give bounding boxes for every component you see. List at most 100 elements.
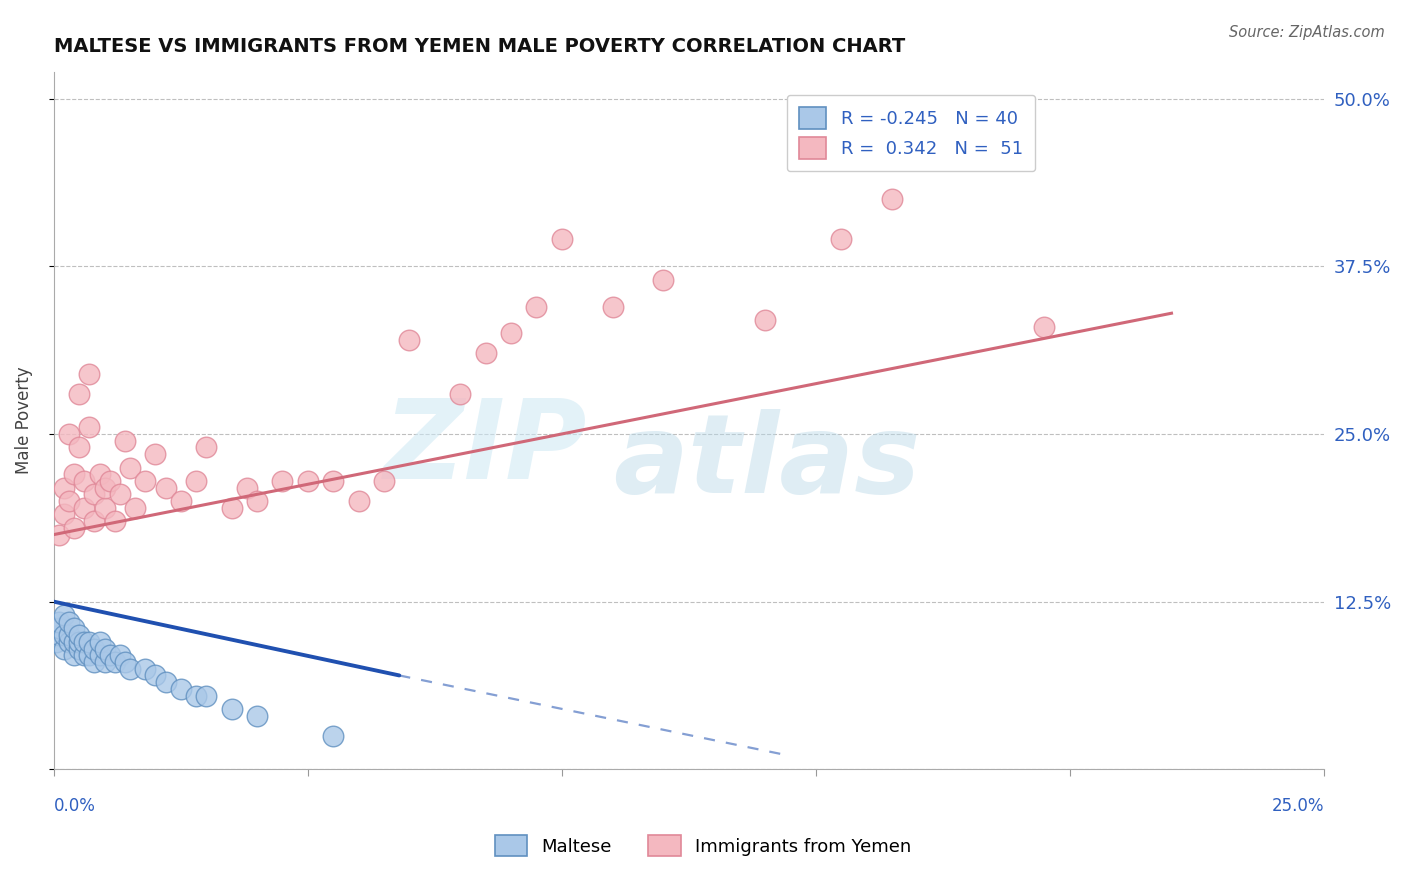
Point: [134, 662, 156, 676]
Point: [58, 628, 80, 642]
Point: [221, 500, 243, 515]
Point: [145, 447, 167, 461]
Point: [89, 467, 111, 482]
Point: [67, 386, 90, 401]
Point: [155, 675, 177, 690]
Point: [236, 481, 259, 495]
Point: [449, 386, 471, 401]
Point: [48, 615, 70, 629]
Point: [89, 648, 111, 663]
Point: [754, 313, 776, 327]
Point: [246, 708, 269, 723]
Text: Source: ZipAtlas.com: Source: ZipAtlas.com: [1229, 25, 1385, 40]
Point: [48, 622, 70, 636]
Point: [79, 635, 101, 649]
Point: [83, 641, 105, 656]
Point: [63, 521, 86, 535]
Point: [45, 635, 67, 649]
Point: [53, 628, 76, 642]
Point: [104, 514, 127, 528]
Text: atlas: atlas: [613, 409, 920, 516]
Point: [79, 367, 101, 381]
Legend: Maltese, Immigrants from Yemen: Maltese, Immigrants from Yemen: [488, 828, 918, 863]
Point: [195, 689, 218, 703]
Point: [398, 333, 420, 347]
Point: [83, 514, 105, 528]
Point: [221, 702, 243, 716]
Point: [652, 273, 675, 287]
Point: [155, 481, 177, 495]
Text: ZIP: ZIP: [384, 395, 588, 502]
Point: [53, 608, 76, 623]
Point: [246, 494, 269, 508]
Point: [73, 635, 96, 649]
Point: [63, 635, 86, 649]
Point: [53, 481, 76, 495]
Point: [63, 467, 86, 482]
Point: [104, 655, 127, 669]
Point: [124, 500, 146, 515]
Point: [474, 346, 496, 360]
Point: [98, 474, 121, 488]
Point: [67, 635, 90, 649]
Point: [347, 494, 370, 508]
Point: [93, 481, 115, 495]
Y-axis label: Male Poverty: Male Poverty: [15, 367, 32, 475]
Point: [58, 494, 80, 508]
Point: [48, 628, 70, 642]
Point: [58, 427, 80, 442]
Point: [73, 500, 96, 515]
Point: [53, 641, 76, 656]
Point: [195, 441, 218, 455]
Point: [602, 300, 624, 314]
Point: [297, 474, 319, 488]
Point: [67, 441, 90, 455]
Point: [79, 648, 101, 663]
Point: [322, 474, 344, 488]
Legend: R = -0.245   N = 40, R =  0.342   N =  51: R = -0.245 N = 40, R = 0.342 N = 51: [786, 95, 1035, 171]
Point: [48, 527, 70, 541]
Point: [93, 641, 115, 656]
Point: [184, 474, 207, 488]
Point: [63, 648, 86, 663]
Point: [551, 232, 574, 246]
Point: [170, 681, 193, 696]
Point: [89, 635, 111, 649]
Point: [499, 326, 522, 341]
Text: 25.0%: 25.0%: [1271, 797, 1324, 815]
Point: [93, 500, 115, 515]
Point: [118, 662, 141, 676]
Point: [114, 434, 136, 448]
Point: [53, 508, 76, 522]
Point: [83, 487, 105, 501]
Point: [271, 474, 294, 488]
Point: [58, 635, 80, 649]
Point: [1033, 319, 1056, 334]
Point: [79, 420, 101, 434]
Point: [373, 474, 395, 488]
Point: [118, 460, 141, 475]
Point: [322, 729, 344, 743]
Point: [145, 668, 167, 682]
Point: [108, 487, 131, 501]
Text: 0.0%: 0.0%: [53, 797, 96, 815]
Point: [73, 648, 96, 663]
Point: [108, 648, 131, 663]
Point: [526, 300, 548, 314]
Point: [63, 622, 86, 636]
Point: [957, 145, 980, 160]
Point: [58, 615, 80, 629]
Point: [134, 474, 156, 488]
Point: [98, 648, 121, 663]
Point: [184, 689, 207, 703]
Point: [73, 474, 96, 488]
Text: MALTESE VS IMMIGRANTS FROM YEMEN MALE POVERTY CORRELATION CHART: MALTESE VS IMMIGRANTS FROM YEMEN MALE PO…: [53, 37, 905, 56]
Point: [830, 232, 852, 246]
Point: [880, 192, 903, 206]
Point: [67, 628, 90, 642]
Point: [83, 655, 105, 669]
Point: [93, 655, 115, 669]
Point: [170, 494, 193, 508]
Point: [67, 641, 90, 656]
Point: [114, 655, 136, 669]
